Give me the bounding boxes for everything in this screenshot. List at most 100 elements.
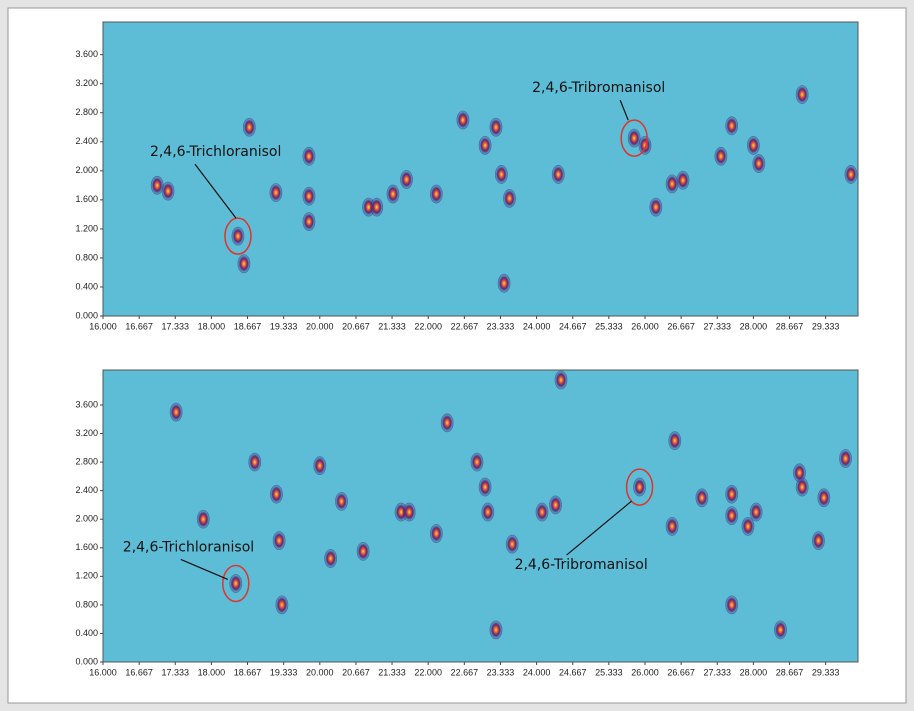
peak-spot (170, 403, 182, 421)
x-tick-label: 29.333 (812, 667, 840, 677)
peak-spot (471, 453, 483, 471)
peak-spot (552, 165, 564, 183)
peak-spot (742, 517, 754, 535)
y-tick-label: 1.200 (75, 571, 98, 581)
peak-spot (650, 198, 662, 216)
x-tick-label: 20.667 (342, 667, 370, 677)
peak-spot (677, 171, 689, 189)
peak-spot (479, 478, 491, 496)
peak-spot (276, 596, 288, 614)
peak-spot (495, 165, 507, 183)
annotation-label: 2,4,6-Tribromanisol (532, 80, 665, 96)
peak-spot (747, 136, 759, 154)
x-tick-label: 27.333 (703, 321, 731, 331)
x-tick-label: 18.000 (198, 667, 226, 677)
peak-spot (715, 147, 727, 165)
x-tick-label: 28.000 (740, 321, 768, 331)
peak-spot (387, 185, 399, 203)
x-tick-label: 29.333 (812, 321, 840, 331)
x-tick-label: 21.333 (378, 667, 406, 677)
y-tick-label: 3.600 (75, 399, 98, 409)
peak-spot (479, 136, 491, 154)
peak-spot (238, 255, 250, 273)
peak-spot (634, 478, 646, 496)
y-tick-label: 3.200 (75, 428, 98, 438)
x-tick-label: 26.667 (667, 321, 695, 331)
peak-spot (669, 432, 681, 450)
x-tick-label: 28.667 (776, 667, 804, 677)
y-tick-label: 3.200 (75, 78, 98, 88)
plot-area (103, 370, 858, 662)
x-tick-label: 24.667 (559, 667, 587, 677)
y-tick-label: 0.800 (75, 252, 98, 262)
x-tick-label: 21.333 (378, 321, 406, 331)
x-tick-label: 27.333 (703, 667, 731, 677)
peak-spot (357, 542, 369, 560)
x-tick-label: 19.333 (270, 667, 298, 677)
peak-spot (550, 496, 562, 514)
x-tick-label: 28.667 (776, 321, 804, 331)
peak-spot (726, 117, 738, 135)
peak-spot (430, 524, 442, 542)
x-tick-label: 22.000 (414, 667, 442, 677)
peak-spot (335, 492, 347, 510)
x-tick-label: 20.667 (342, 321, 370, 331)
peak-spot (555, 371, 567, 389)
y-tick-label: 0.400 (75, 281, 98, 291)
x-tick-label: 26.667 (667, 667, 695, 677)
peak-spot (457, 111, 469, 129)
peak-spot (639, 136, 651, 154)
peak-spot (506, 535, 518, 553)
y-tick-label: 2.400 (75, 485, 98, 495)
y-tick-label: 0.000 (75, 310, 98, 320)
peak-spot (628, 129, 640, 147)
x-tick-label: 26.000 (631, 667, 659, 677)
x-tick-label: 22.667 (451, 321, 479, 331)
y-tick-label: 0.000 (75, 656, 98, 666)
x-tick-label: 25.333 (595, 667, 623, 677)
peak-spot (162, 182, 174, 200)
peak-spot (243, 118, 255, 136)
peak-spot (303, 187, 315, 205)
x-tick-label: 16.000 (89, 321, 117, 331)
peak-spot (503, 189, 515, 207)
peak-spot (666, 517, 678, 535)
peak-spot (666, 175, 678, 193)
peak-spot (197, 510, 209, 528)
peak-spot (232, 227, 244, 245)
x-tick-label: 23.333 (487, 321, 515, 331)
peak-spot (303, 213, 315, 231)
x-tick-label: 18.667 (234, 321, 262, 331)
peak-spot (490, 621, 502, 639)
x-tick-label: 19.333 (270, 321, 298, 331)
peak-spot (753, 155, 765, 173)
x-tick-label: 26.000 (631, 321, 659, 331)
peak-spot (840, 450, 852, 468)
peak-spot (151, 176, 163, 194)
x-tick-label: 28.000 (740, 667, 768, 677)
peak-spot (273, 532, 285, 550)
y-tick-label: 1.600 (75, 542, 98, 552)
peak-spot (490, 118, 502, 136)
peak-spot (818, 489, 830, 507)
x-tick-label: 16.667 (125, 321, 153, 331)
y-tick-label: 2.400 (75, 136, 98, 146)
y-tick-label: 2.000 (75, 514, 98, 524)
annotation-label: 2,4,6-Trichloranisol (150, 144, 281, 160)
x-tick-label: 24.000 (523, 321, 551, 331)
peak-spot (812, 532, 824, 550)
x-tick-label: 16.000 (89, 667, 117, 677)
peak-spot (371, 198, 383, 216)
y-tick-label: 3.600 (75, 49, 98, 59)
peak-spot (430, 185, 442, 203)
annotation-label: 2,4,6-Tribromanisol (515, 557, 648, 573)
x-tick-label: 20.000 (306, 321, 334, 331)
x-tick-label: 24.000 (523, 667, 551, 677)
x-tick-label: 25.333 (595, 321, 623, 331)
peak-spot (726, 485, 738, 503)
plot-area (103, 22, 858, 316)
x-tick-label: 18.000 (198, 321, 226, 331)
peak-spot (441, 414, 453, 432)
y-tick-label: 2.800 (75, 107, 98, 117)
x-tick-label: 23.333 (487, 667, 515, 677)
